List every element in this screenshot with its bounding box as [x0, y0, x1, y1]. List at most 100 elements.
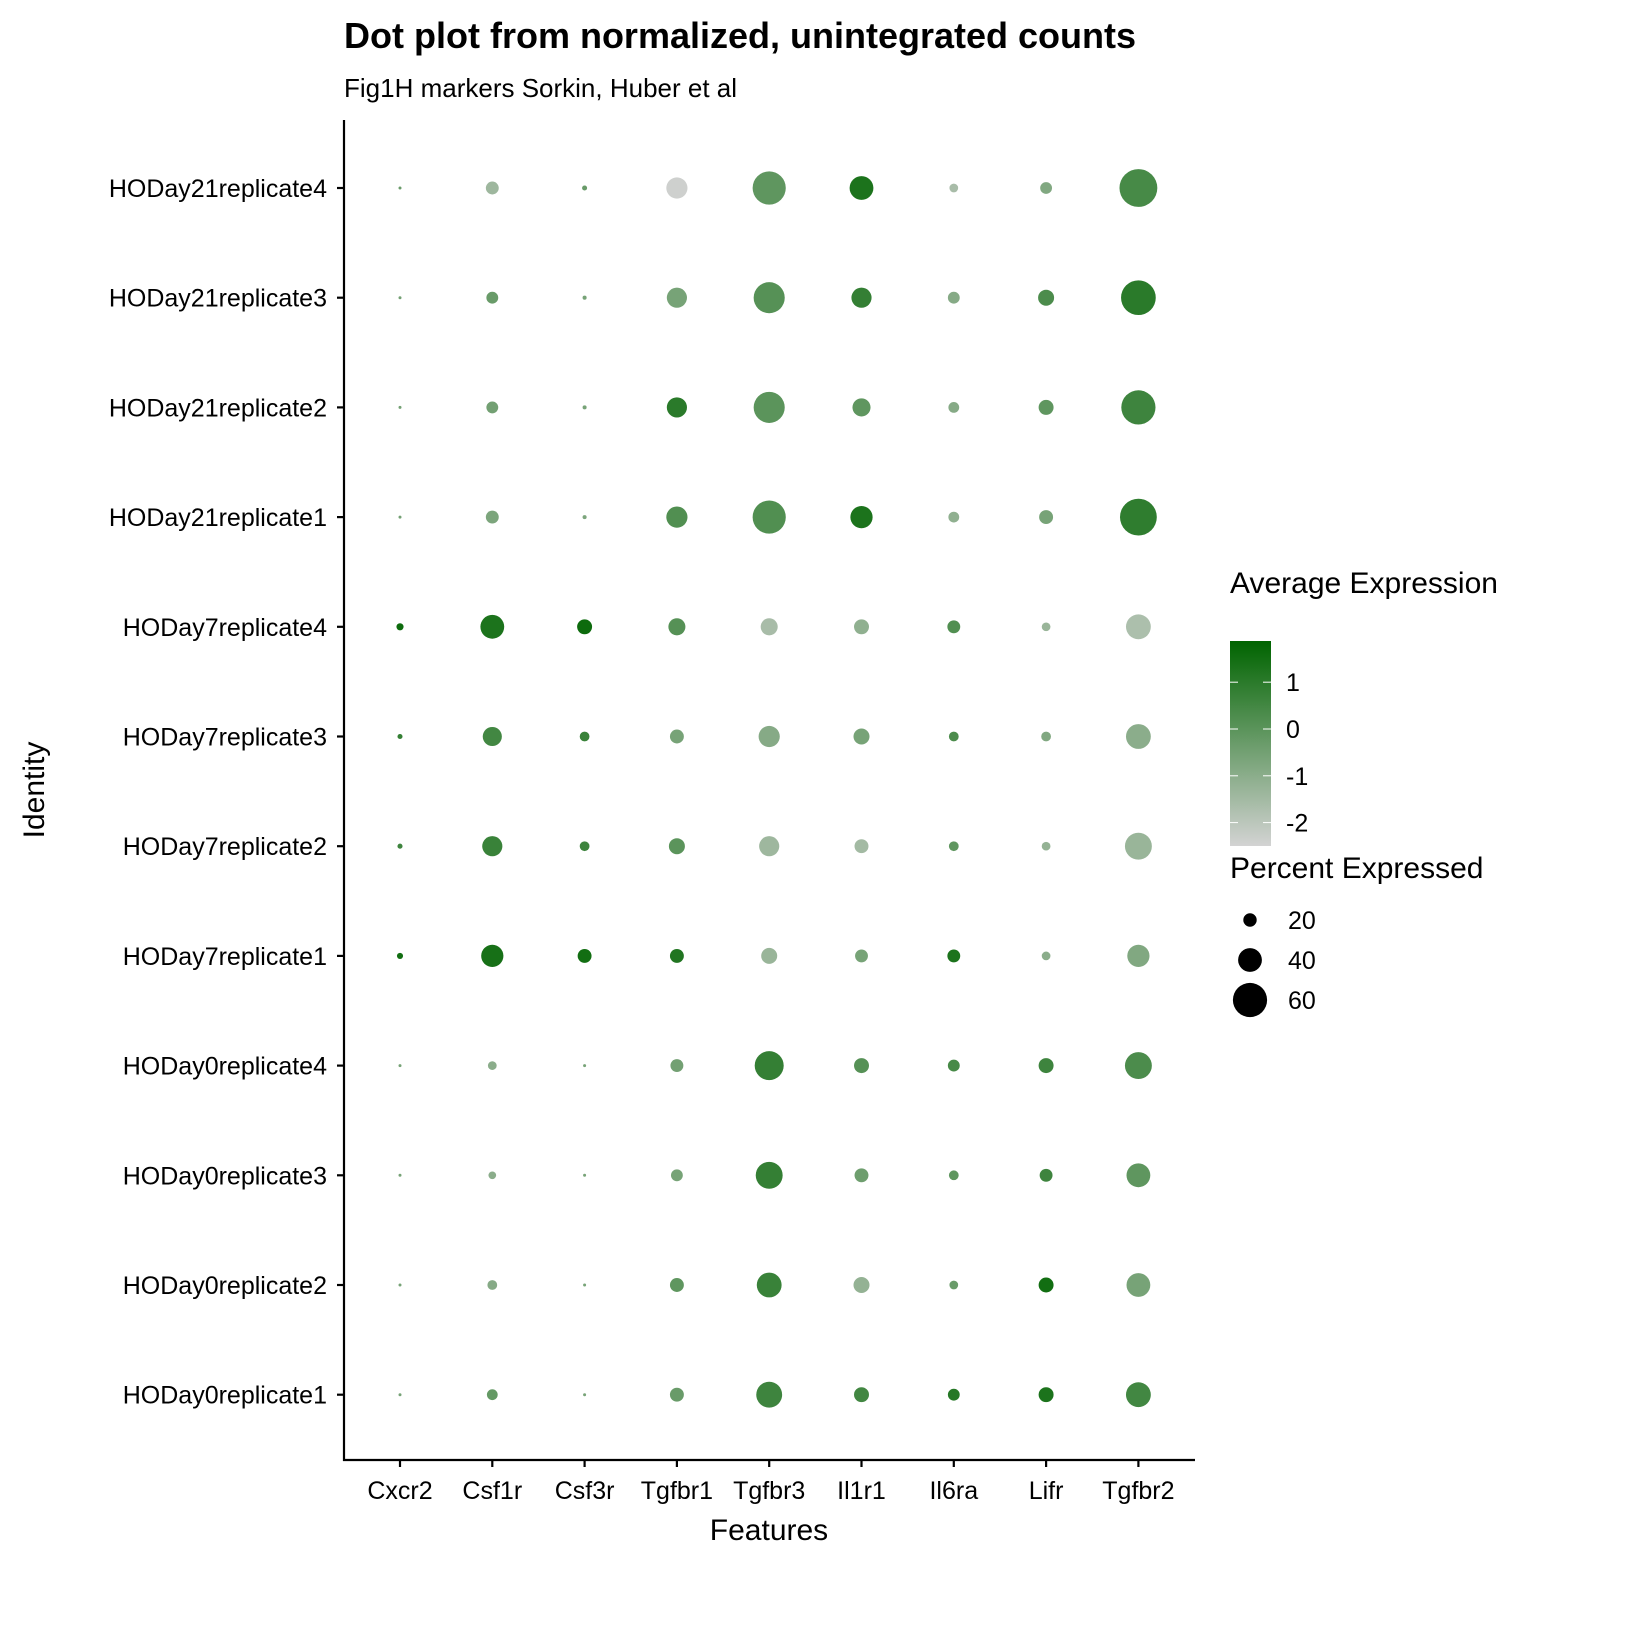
y-tick-label: HODay0replicate3 — [123, 1162, 327, 1190]
color-legend: Average Expression 1 0 -1 -2 — [1230, 567, 1498, 846]
y-tick-label: HODay7replicate3 — [123, 724, 327, 752]
dot-HODay7replicate2-Il1r1 — [854, 839, 869, 854]
dot-HODay7replicate4-Tgfbr2 — [1125, 614, 1151, 640]
dot-HODay21replicate4-Tgfbr2 — [1119, 169, 1158, 207]
size-legend-dot — [1243, 913, 1257, 927]
dot-HODay0replicate3-Il6ra — [948, 1170, 959, 1181]
dot-HODay21replicate1-Csf1r — [485, 510, 499, 524]
y-tick-label: HODay21replicate4 — [109, 175, 327, 203]
x-tick-label: Tgfbr1 — [641, 1477, 713, 1505]
dot-HODay21replicate3-Cxcr2 — [398, 296, 402, 300]
color-tick-label: -2 — [1286, 810, 1308, 838]
dot-HODay0replicate3-Lifr — [1039, 1168, 1053, 1182]
dot-HODay7replicate1-Lifr — [1041, 951, 1051, 961]
x-tick-label: Il1r1 — [837, 1477, 886, 1505]
dot-HODay7replicate4-Il1r1 — [854, 619, 869, 635]
dot-HODay7replicate1-Cxcr2 — [396, 952, 404, 959]
size-legend-label: 20 — [1288, 907, 1316, 935]
dot-HODay7replicate1-Csf1r — [481, 944, 504, 968]
y-tick-label: HODay0replicate1 — [123, 1382, 327, 1410]
dot-HODay7replicate3-Il6ra — [948, 731, 959, 742]
dot-HODay21replicate4-Il6ra — [949, 183, 959, 193]
dots — [396, 169, 1158, 1408]
dot-HODay0replicate2-Cxcr2 — [398, 1283, 402, 1287]
dot-HODay21replicate4-Lifr — [1040, 182, 1053, 194]
dot-HODay0replicate3-Il1r1 — [854, 1168, 869, 1183]
size-legend-dot — [1232, 982, 1268, 1018]
dot-HODay7replicate4-Lifr — [1041, 622, 1051, 632]
dot-HODay7replicate3-Tgfbr1 — [669, 729, 684, 744]
dot-HODay0replicate2-Tgfbr3 — [756, 1272, 782, 1298]
dot-HODay21replicate1-Il1r1 — [850, 505, 873, 529]
x-axis-ticks: Cxcr2 Csf1r Csf3r Tgfbr1 Tgfbr3 Il1r1 Il6ra Lif… — [367, 1460, 1175, 1505]
y-tick-label: HODay7replicate4 — [123, 614, 327, 642]
dot-HODay21replicate4-Tgfbr1 — [666, 177, 688, 199]
dot-HODay21replicate4-Csf1r — [485, 181, 499, 195]
dot-HODay0replicate2-Tgfbr2 — [1126, 1273, 1151, 1297]
dot-HODay7replicate4-Csf1r — [480, 614, 505, 639]
dot-HODay21replicate4-Tgfbr3 — [752, 171, 786, 205]
dot-HODay21replicate2-Il6ra — [948, 402, 960, 413]
y-tick-label: HODay21replicate2 — [109, 394, 327, 422]
x-tick-label: Cxcr2 — [367, 1477, 432, 1505]
dot-HODay21replicate3-Il6ra — [947, 291, 960, 304]
dot-HODay7replicate1-Il1r1 — [855, 949, 868, 963]
dot-HODay0replicate2-Il6ra — [949, 1280, 959, 1290]
x-tick-label: Tgfbr2 — [1102, 1477, 1174, 1505]
dot-HODay7replicate2-Cxcr2 — [397, 843, 403, 849]
dot-HODay0replicate4-Lifr — [1038, 1058, 1054, 1074]
dot-HODay0replicate2-Tgfbr1 — [669, 1278, 684, 1292]
dot-HODay21replicate3-Lifr — [1038, 289, 1055, 306]
y-axis-ticks: HODay21replicate4 HODay21replicate3 HODay2… — [109, 175, 344, 1410]
dot-HODay0replicate1-Lifr — [1038, 1387, 1054, 1403]
dot-HODay7replicate3-Tgfbr2 — [1125, 724, 1151, 749]
dot-HODay7replicate1-Tgfbr2 — [1127, 944, 1150, 968]
size-legend-label: 60 — [1288, 987, 1316, 1015]
size-legend: Percent Expressed 20 40 60 — [1230, 852, 1483, 1018]
dot-HODay0replicate2-Csf3r — [583, 1283, 587, 1287]
dot-HODay21replicate3-Tgfbr3 — [753, 282, 785, 314]
dot-HODay0replicate3-Csf1r — [488, 1171, 497, 1180]
dot-HODay7replicate4-Tgfbr3 — [760, 618, 778, 636]
dot-HODay21replicate2-Cxcr2 — [398, 405, 402, 409]
dot-HODay0replicate4-Tgfbr1 — [670, 1059, 684, 1073]
size-legend-dot — [1238, 948, 1262, 972]
y-tick-label: HODay0replicate2 — [123, 1272, 327, 1300]
x-tick-label: Lifr — [1029, 1477, 1064, 1505]
plot-panel: HODay21replicate4 HODay21replicate3 HODay2… — [109, 120, 1195, 1505]
dot-HODay0replicate4-Cxcr2 — [398, 1064, 402, 1068]
dot-HODay7replicate3-Lifr — [1041, 731, 1051, 742]
y-axis-label: Identity — [18, 742, 51, 839]
dot-HODay0replicate3-Cxcr2 — [398, 1173, 402, 1177]
dot-HODay21replicate1-Cxcr2 — [398, 515, 402, 519]
y-tick-label: HODay21replicate3 — [109, 285, 327, 313]
dot-HODay21replicate3-Il1r1 — [851, 287, 872, 308]
dot-HODay21replicate2-Tgfbr2 — [1121, 390, 1156, 425]
dot-HODay21replicate2-Tgfbr3 — [753, 391, 785, 423]
dot-HODay7replicate2-Il6ra — [948, 841, 959, 852]
dot-HODay21replicate1-Tgfbr1 — [666, 506, 688, 528]
y-tick-label: HODay7replicate2 — [123, 833, 327, 861]
color-legend-title: Average Expression — [1230, 567, 1498, 600]
dot-HODay0replicate4-Il6ra — [947, 1059, 960, 1072]
dot-HODay21replicate2-Il1r1 — [852, 398, 871, 417]
dot-HODay21replicate1-Tgfbr3 — [752, 500, 786, 534]
dot-HODay7replicate4-Csf3r — [577, 619, 593, 635]
dot-HODay21replicate2-Csf3r — [582, 405, 587, 410]
x-tick-label: Csf1r — [462, 1477, 522, 1505]
dot-HODay0replicate2-Csf1r — [487, 1280, 498, 1290]
y-tick-label: HODay0replicate4 — [123, 1053, 327, 1081]
dot-HODay21replicate3-Tgfbr2 — [1121, 280, 1156, 316]
dot-HODay7replicate1-Il6ra — [947, 949, 961, 963]
dot-HODay21replicate3-Csf3r — [582, 295, 587, 300]
size-legend-title: Percent Expressed — [1230, 852, 1483, 885]
dot-HODay0replicate1-Csf3r — [583, 1393, 587, 1397]
y-tick-label: HODay21replicate1 — [109, 504, 327, 532]
dot-HODay0replicate1-Tgfbr1 — [669, 1387, 684, 1402]
dot-HODay0replicate4-Tgfbr2 — [1124, 1052, 1152, 1080]
dot-HODay21replicate2-Csf1r — [486, 401, 499, 414]
color-tick-label: 0 — [1286, 716, 1300, 744]
color-tick-label: -1 — [1286, 763, 1308, 791]
dot-HODay7replicate4-Il6ra — [947, 620, 961, 634]
